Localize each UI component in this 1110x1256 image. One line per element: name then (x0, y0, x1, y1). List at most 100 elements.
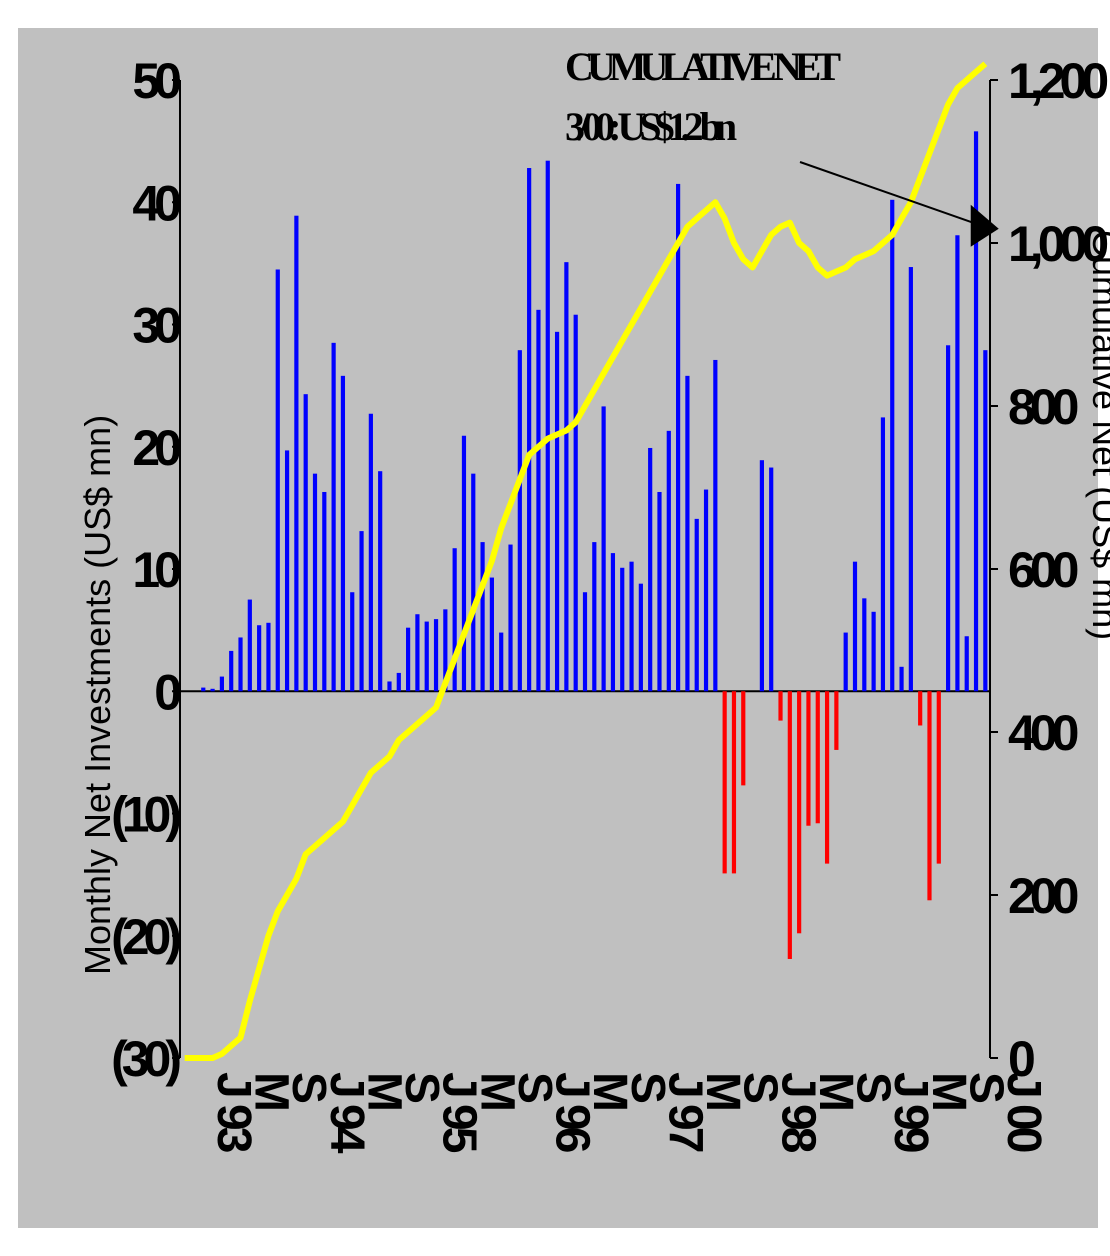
x-tick-label: J 97 (658, 1072, 711, 1152)
y2-tick-label: 600 (1008, 542, 1078, 598)
y2-tick-label: 1,000 (1008, 216, 1107, 272)
y-tick-label: (20) (111, 909, 180, 965)
y2-tick-label: 200 (1008, 868, 1078, 924)
bar-10 (266, 622, 271, 692)
annotation-line1: CUMULATIVE NET (565, 44, 841, 89)
annotation-line2: 3/00: US$1.2 bn (565, 104, 737, 149)
bar-74 (862, 598, 867, 692)
x-tick-label: S (734, 1072, 787, 1103)
bar-73 (852, 561, 858, 692)
bar-56 (694, 518, 699, 692)
bar-71 (834, 691, 839, 750)
bar-45 (592, 542, 597, 692)
bar-19 (350, 592, 355, 692)
bar-21 (368, 413, 373, 692)
y-tick-label: 50 (132, 53, 180, 109)
bar-30 (452, 548, 457, 692)
x-tick-label: S (508, 1072, 561, 1103)
bar-58 (713, 359, 718, 692)
bar-38 (527, 168, 532, 692)
annotation-arrow (799, 161, 999, 247)
bar-18 (340, 375, 346, 692)
bar-15 (312, 473, 318, 692)
bar-13 (294, 215, 299, 692)
bar-82 (936, 691, 941, 864)
bar-42 (564, 262, 569, 692)
bar-26 (415, 614, 420, 692)
y2-tick-label: 1,200 (1008, 53, 1107, 109)
bar-63 (759, 460, 764, 692)
bar-39 (536, 309, 541, 692)
bar-29 (443, 609, 448, 692)
bar-23 (387, 681, 392, 692)
x-tick-label: M (696, 1072, 749, 1109)
x-tick-label: J 95 (433, 1072, 486, 1153)
bar-70 (824, 691, 830, 864)
bar-4 (210, 688, 215, 692)
bar-54 (676, 183, 681, 692)
x-tick-label: S (847, 1072, 900, 1103)
bar-35 (499, 632, 504, 692)
bar-8 (247, 599, 252, 692)
bar-28 (433, 619, 439, 692)
x-tick-label: M (357, 1072, 410, 1109)
x-tick-label: J 00 (997, 1072, 1050, 1152)
bar-44 (582, 592, 588, 692)
bar-86 (973, 131, 979, 692)
y2-tick-label: 400 (1008, 705, 1078, 761)
y-tick-label: 30 (132, 298, 180, 354)
bar-53 (666, 430, 671, 692)
bar-85 (964, 636, 969, 692)
x-tick-label: M (922, 1072, 975, 1109)
bar-61 (741, 691, 746, 786)
bar-48 (620, 567, 625, 692)
bar-77 (890, 199, 895, 692)
bar-27 (424, 621, 429, 692)
bar-51 (648, 447, 653, 692)
y-tick-label: (10) (111, 787, 180, 843)
x-tick-label: S (621, 1072, 674, 1103)
bar-84 (955, 235, 960, 692)
bar-43 (573, 314, 578, 692)
bar-66 (787, 691, 792, 959)
x-tick-label: M (583, 1072, 636, 1109)
bar-series (201, 131, 988, 959)
x-tick-label: M (470, 1072, 523, 1109)
bar-64 (769, 467, 774, 692)
arrow-shaft (799, 161, 980, 226)
bar-87 (983, 350, 988, 692)
bar-76 (880, 417, 886, 692)
x-tick-label: M (245, 1072, 298, 1109)
bar-55 (685, 375, 690, 692)
bar-16 (322, 491, 327, 692)
y-tick-label: 20 (132, 420, 180, 476)
cumulative-line (184, 61, 988, 1061)
bar-40 (545, 160, 550, 692)
bar-47 (610, 553, 616, 692)
bar-14 (303, 394, 308, 692)
arrow-head (970, 204, 999, 247)
bar-81 (927, 691, 932, 901)
bar-83 (946, 345, 951, 692)
bar-60 (731, 691, 737, 874)
line-series (184, 61, 988, 1061)
bar-33 (480, 542, 485, 692)
y-tick-label: (30) (111, 1031, 180, 1087)
bar-78 (899, 666, 904, 692)
bar-75 (871, 611, 876, 692)
x-tick-label: S (282, 1072, 335, 1103)
x-tick-label: M (809, 1072, 862, 1109)
y-axis-title: Monthly Net Investments (US$ mn) (77, 415, 118, 975)
x-tick-label: J 94 (320, 1072, 373, 1154)
bar-17 (331, 342, 336, 692)
bar-11 (275, 269, 280, 692)
x-tick-label: J 93 (207, 1072, 260, 1152)
bar-5 (219, 676, 224, 692)
bar-6 (229, 650, 234, 692)
bar-37 (517, 350, 522, 692)
x-tick-label: J 96 (546, 1072, 599, 1152)
bar-34 (489, 577, 494, 692)
bar-36 (508, 544, 513, 692)
